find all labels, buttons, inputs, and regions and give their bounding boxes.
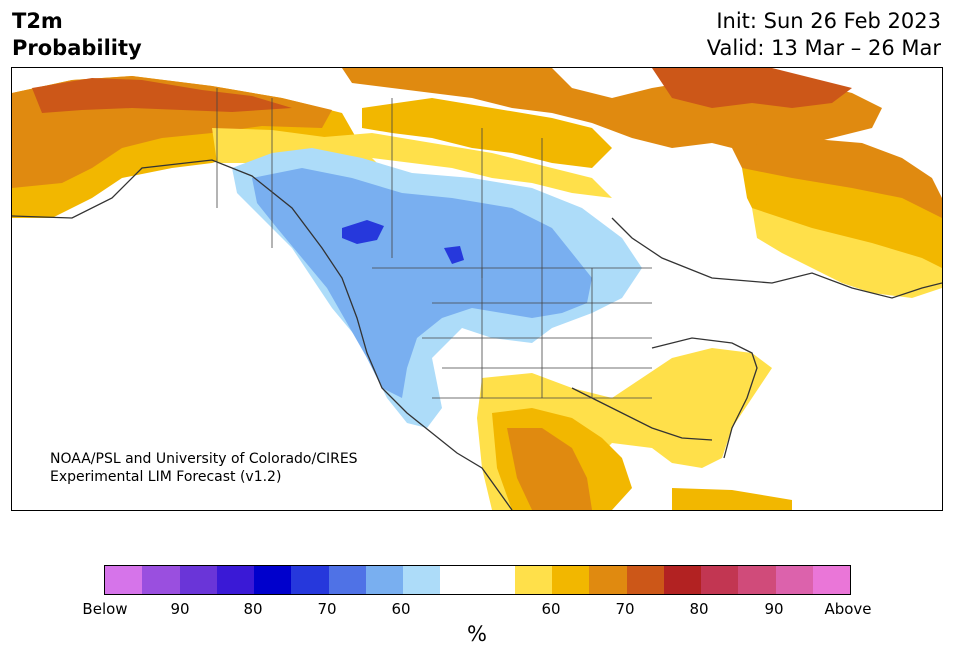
colorbar — [104, 565, 851, 595]
forecast-map: NOAA/PSL and University of Colorado/CIRE… — [11, 67, 943, 511]
credit-line-2: Experimental LIM Forecast (v1.2) — [50, 469, 282, 485]
colorbar-segment — [328, 566, 366, 594]
colorbar-tick-label: Above — [824, 600, 872, 618]
quebec-above-55 — [752, 208, 942, 298]
credit-text: NOAA/PSL and University of Colorado/CIRE… — [50, 450, 358, 486]
colorbar-tick-label: 60 — [541, 600, 561, 618]
west-below-60 — [252, 168, 592, 398]
west-below-80 — [342, 220, 384, 244]
colorbar-segment — [254, 566, 292, 594]
map-svg — [12, 68, 942, 510]
arctic-islands-above-70 — [652, 68, 852, 108]
colorbar-segment — [738, 566, 776, 594]
valid-range: Valid: 13 Mar – 26 Mar — [706, 36, 941, 60]
colorbar-segment — [440, 566, 478, 594]
colorbar-segment — [589, 566, 627, 594]
colorbar-tick-label: 70 — [615, 600, 635, 618]
colorbar-unit: % — [467, 622, 487, 646]
credit-line-1: NOAA/PSL and University of Colorado/CIRE… — [50, 451, 358, 467]
colorbar-tick-label: Below — [82, 600, 128, 618]
map-title: T2m Probability — [12, 8, 142, 62]
colorbar-segment — [626, 566, 664, 594]
plains-below-80 — [444, 246, 464, 264]
colorbar-tick-label: 60 — [391, 600, 411, 618]
colorbar-segment — [701, 566, 739, 594]
alaska-above-70 — [32, 78, 292, 113]
title-line-1: T2m — [12, 9, 63, 33]
colorbar-segment — [105, 566, 143, 594]
colorbar-segment — [477, 566, 515, 594]
colorbar-segment — [179, 566, 217, 594]
colorbar-segment — [291, 566, 329, 594]
hudson-area-above-55 — [312, 133, 612, 198]
mexico-above-65 — [507, 428, 592, 510]
colorbar-tick-label: 80 — [243, 600, 263, 618]
colorbar-segment — [775, 566, 813, 594]
colorbar-segment — [142, 566, 180, 594]
cuba-above-60 — [672, 488, 792, 510]
colorbar-segment — [552, 566, 590, 594]
title-line-2: Probability — [12, 36, 142, 60]
forecast-dates: Init: Sun 26 Feb 2023 Valid: 13 Mar – 26… — [707, 8, 941, 62]
colorbar-tick-label: 70 — [317, 600, 337, 618]
colorbar-segment — [663, 566, 701, 594]
init-date: Init: Sun 26 Feb 2023 — [716, 9, 941, 33]
political-borders — [216, 88, 652, 399]
colorbar-tick-label: 90 — [170, 600, 190, 618]
hudson-area-above-60 — [362, 98, 612, 168]
coastlines — [12, 159, 942, 510]
colorbar-segment — [514, 566, 552, 594]
colorbar-segment — [403, 566, 441, 594]
colorbar-segment — [365, 566, 403, 594]
colorbar-segment — [812, 566, 850, 594]
colorbar-tick-label: 90 — [764, 600, 784, 618]
colorbar-tick-label: 80 — [689, 600, 709, 618]
colorbar-segment — [216, 566, 254, 594]
